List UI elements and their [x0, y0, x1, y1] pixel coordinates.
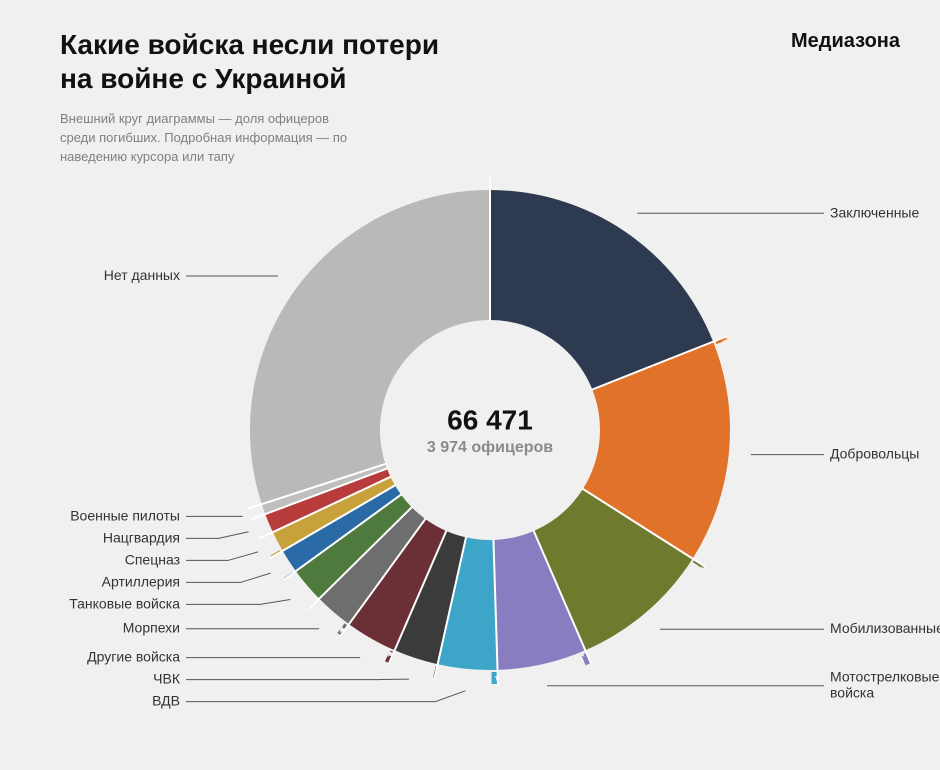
leader-line: [186, 691, 465, 702]
segment-label: Мотострелковые: [830, 669, 940, 685]
center-officers: 3 974 офицеров: [427, 439, 553, 456]
leader-line: [186, 600, 290, 605]
segment-label: Мобилизованные: [830, 620, 940, 636]
segment-label: войска: [830, 685, 874, 701]
segment-label: Артиллерия: [102, 573, 180, 589]
donut-segment[interactable]: [250, 190, 490, 504]
center-total: 66 471: [447, 404, 533, 435]
segment-label: Танковые войска: [69, 595, 180, 611]
segment-label: Морпехи: [123, 620, 180, 636]
segment-label: Добровольцы: [830, 446, 919, 462]
leader-line: [186, 552, 258, 561]
leader-line: [186, 573, 271, 582]
segment-label: ЧВК: [153, 671, 181, 687]
segment-label: Заключенные: [830, 204, 919, 220]
leader-line: [186, 532, 249, 539]
segment-label: ВДВ: [152, 693, 180, 709]
segment-label: Спецназ: [125, 551, 180, 567]
donut-chart: ★66 4713 974 офицеровЗаключенныеДобровол…: [0, 0, 940, 770]
segment-label: Нацгвардия: [103, 529, 180, 545]
segment-label: Другие войска: [87, 649, 180, 665]
segment-label: Нет данных: [104, 267, 180, 283]
segment-label: Военные пилоты: [70, 507, 180, 523]
